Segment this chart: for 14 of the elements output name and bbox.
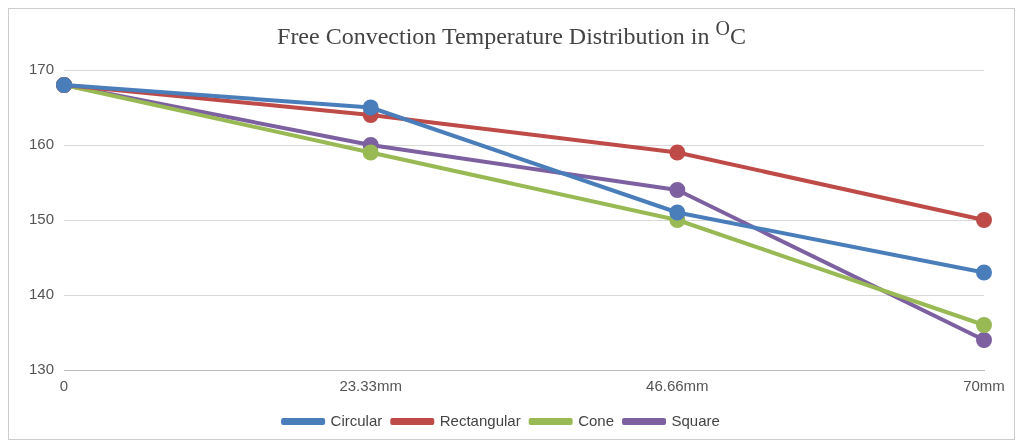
y-tick-label: 170: [29, 60, 55, 78]
y-tick-label: 130: [29, 360, 55, 378]
legend-label: Rectangular: [439, 411, 521, 429]
legend-label: Square: [671, 411, 720, 429]
x-tick-label: 70mm: [963, 377, 1005, 395]
y-tick-label: 150: [29, 210, 55, 228]
y-tick-label: 160: [29, 135, 55, 153]
y-tick-label: 140: [29, 285, 55, 303]
chart-title: Free Convection Temperature Distribution in $^{O}$C: [276, 16, 747, 51]
x-tick-label: 46.66mm: [646, 377, 709, 395]
legend-label: Circular: [330, 411, 383, 429]
x-tick-label: 0: [59, 377, 69, 395]
legend-label: Cone: [578, 411, 615, 429]
x-tick-label: 23.33mm: [339, 377, 402, 395]
